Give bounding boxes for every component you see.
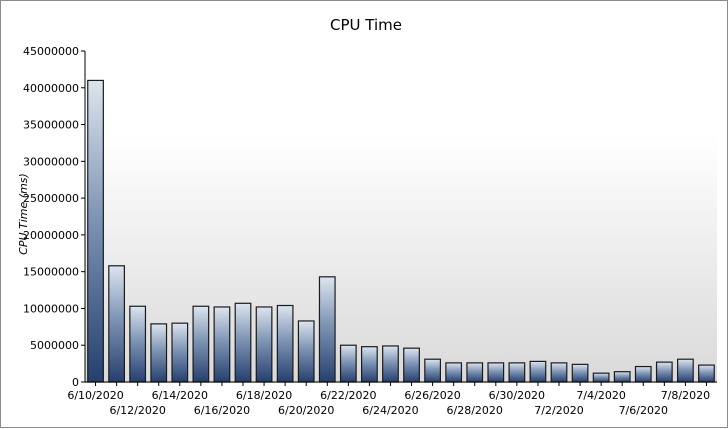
plot-area: [85, 51, 717, 383]
y-axis: 0 5000000 10000000 15000000 20000000 25000000…: [23, 45, 86, 389]
x-tick-label: 6/18/2020: [236, 389, 292, 402]
bar: [297, 320, 315, 383]
y-tick-label: 15000000: [23, 266, 79, 279]
bar: [571, 363, 589, 383]
bar: [171, 322, 189, 383]
bar: [108, 265, 125, 383]
x-axis: 6/10/2020 6/12/2020 6/14/2020 6/16/2020 6/18…: [67, 381, 717, 417]
bar: [424, 358, 441, 383]
x-tick-label: 6/28/2020: [447, 404, 503, 417]
bar: [87, 79, 104, 383]
x-tick-label: 6/22/2020: [320, 389, 376, 402]
bar: [634, 365, 652, 383]
y-axis-title: CPU Time (ms): [17, 173, 30, 255]
bar: [361, 346, 378, 383]
bar: [276, 304, 294, 383]
bar: [529, 360, 547, 383]
x-tick-label: 6/12/2020: [109, 404, 165, 417]
x-tick-label: 6/30/2020: [489, 389, 545, 402]
y-tick-label: 5000000: [30, 339, 79, 352]
y-tick-label: 40000000: [23, 82, 79, 95]
x-tick-label: 6/10/2020: [67, 389, 123, 402]
bar: [487, 362, 505, 383]
bar: [339, 344, 357, 383]
bar: [613, 371, 631, 383]
bar: [698, 364, 715, 383]
y-tick-label: 0: [72, 376, 79, 389]
bar: [213, 306, 231, 383]
bar: [466, 362, 484, 383]
x-tick-label: 6/26/2020: [404, 389, 460, 402]
x-tick-label: 7/8/2020: [661, 389, 710, 402]
bar: [403, 347, 420, 383]
y-tick-label: 45000000: [23, 45, 79, 58]
y-tick-label: 20000000: [23, 229, 79, 242]
x-tick-label: 7/6/2020: [619, 404, 668, 417]
y-tick-label: 25000000: [23, 192, 79, 205]
y-tick-label: 30000000: [23, 155, 79, 168]
bar: [129, 305, 147, 383]
bar: [445, 362, 463, 383]
bar: [677, 358, 694, 383]
bar: [592, 372, 610, 383]
bar: [318, 276, 336, 383]
y-tick-label: 10000000: [23, 302, 79, 315]
bar: [234, 302, 252, 383]
chart-title: CPU Time: [330, 16, 402, 34]
x-tick-label: 6/24/2020: [362, 404, 418, 417]
bar: [508, 362, 526, 383]
bar: [655, 361, 673, 383]
x-tick-label: 6/16/2020: [194, 404, 250, 417]
x-tick-label: 7/2/2020: [534, 404, 583, 417]
bar: [150, 323, 168, 383]
y-tick-label: 35000000: [23, 119, 79, 132]
bar: [382, 345, 399, 383]
x-tick-label: 6/20/2020: [278, 404, 334, 417]
bar: [255, 306, 273, 383]
x-tick-label: 6/14/2020: [152, 389, 208, 402]
bar: [550, 362, 568, 383]
x-tick-label: 7/4/2020: [576, 389, 625, 402]
bar: [192, 305, 210, 383]
